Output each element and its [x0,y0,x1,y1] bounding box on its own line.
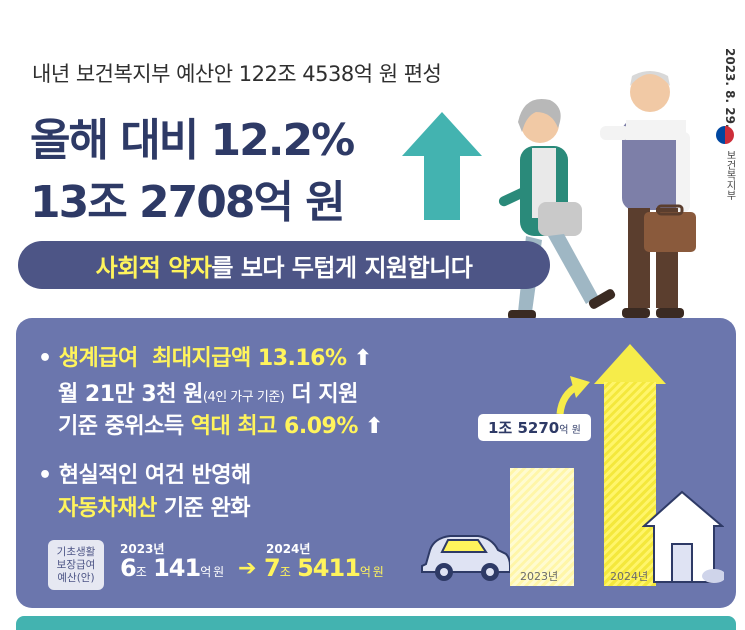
realistic-conditions-text: 현실적인 여건 반영해 [58,463,251,488]
amount-jo: 6 [120,554,137,582]
budget-2023-amount: 6조 141억 원 [120,554,224,582]
ministry-label: 보건복지부 [724,150,735,200]
year-2023-label: 2023년 [120,542,165,556]
livelihood-benefit-title: 생계급여 [58,346,138,371]
max-payment-rate: 최대지급액 13.16% [152,346,347,371]
banner-highlight: 사회적 약자 [95,253,212,282]
bullet-car-asset-line2: 자동차재산 기준 완화 [58,490,250,522]
bullet-livelihood-line1: • 생계급여 최대지급액 13.16% ⬆ [38,340,372,372]
right-arrow-icon: ➔ [238,556,257,581]
curved-up-arrow-icon [556,376,590,415]
monthly-increase: 월 21만 3천 원 [58,382,203,407]
bar-2024-label: 2024년 [610,570,649,583]
bar-2024-arrowhead [594,344,666,384]
banner-text: 를 보다 두텁게 지원합니다 [211,253,473,282]
unit-jo: 조 [135,565,147,579]
headline-banner: 사회적 약자 를 보다 두텁게 지원합니다 [18,241,550,289]
household-basis-note: (4인 가구 기준) [202,390,285,405]
bullet-livelihood-line3: 기준 중위소득 역대 최고 6.09% ⬆ [58,408,383,440]
unit-eok: 억 원 [359,565,384,579]
up-arrow-icon [402,112,482,220]
median-income-rate: 역대 최고 6.09% [190,414,359,439]
elderly-couple-illustration [498,71,696,320]
amount-jo: 7 [264,554,281,582]
government-logo [716,126,734,144]
unit-eok: 억 원 [200,565,224,579]
badge-line: 기초생활 [56,545,96,558]
increase-unit: 억 원 [559,425,581,436]
bar-2024 [604,382,656,586]
basic-livelihood-budget-badge: 기초생활 보장급여 예산(안) [48,540,104,590]
up-arrow-icon: ⬆ [353,346,372,371]
budget-2024-amount: 7조 5411억 원 [264,554,384,582]
headline-increase-rate: 올해 대비 12.2% [30,115,355,166]
amount-eok: 5411 [297,554,361,582]
year-2024-label: 2024년 [266,542,311,556]
more-support-text: 더 지원 [284,382,359,407]
bullet-car-asset-line1: • 현실적인 여건 반영해 [38,457,251,489]
car-icon [421,535,511,581]
house-icon [642,490,724,583]
criteria-relaxed-text: 기준 완화 [156,496,251,521]
headline-increase-amount: 13조 2708억 원 [30,177,346,228]
badge-line: 보장급여 [56,558,96,571]
amount-eok: 141 [153,554,201,582]
unit-jo: 조 [279,565,291,579]
bullet-marker: • [38,463,52,488]
car-asset-highlight: 자동차재산 [58,496,157,521]
date-label: 2023. 8. 29. [723,48,737,129]
bar-2023 [510,468,574,586]
median-income-label: 기준 중위소득 [58,414,191,439]
increase-value: 1조 5270 [488,419,560,437]
badge-line: 예산(안) [57,571,95,584]
up-arrow-icon: ⬆ [365,414,383,439]
bottom-strip [16,616,736,630]
increase-amount-badge: 1조 5270억 원 [478,414,591,441]
subtitle: 내년 보건복지부 예산안 122조 4538억 원 편성 [32,62,442,86]
bar-2023-label: 2023년 [520,570,559,583]
bullet-livelihood-line2: 월 21만 3천 원(4인 가구 기준) 더 지원 [58,376,358,408]
bullet-marker: • [38,346,52,371]
